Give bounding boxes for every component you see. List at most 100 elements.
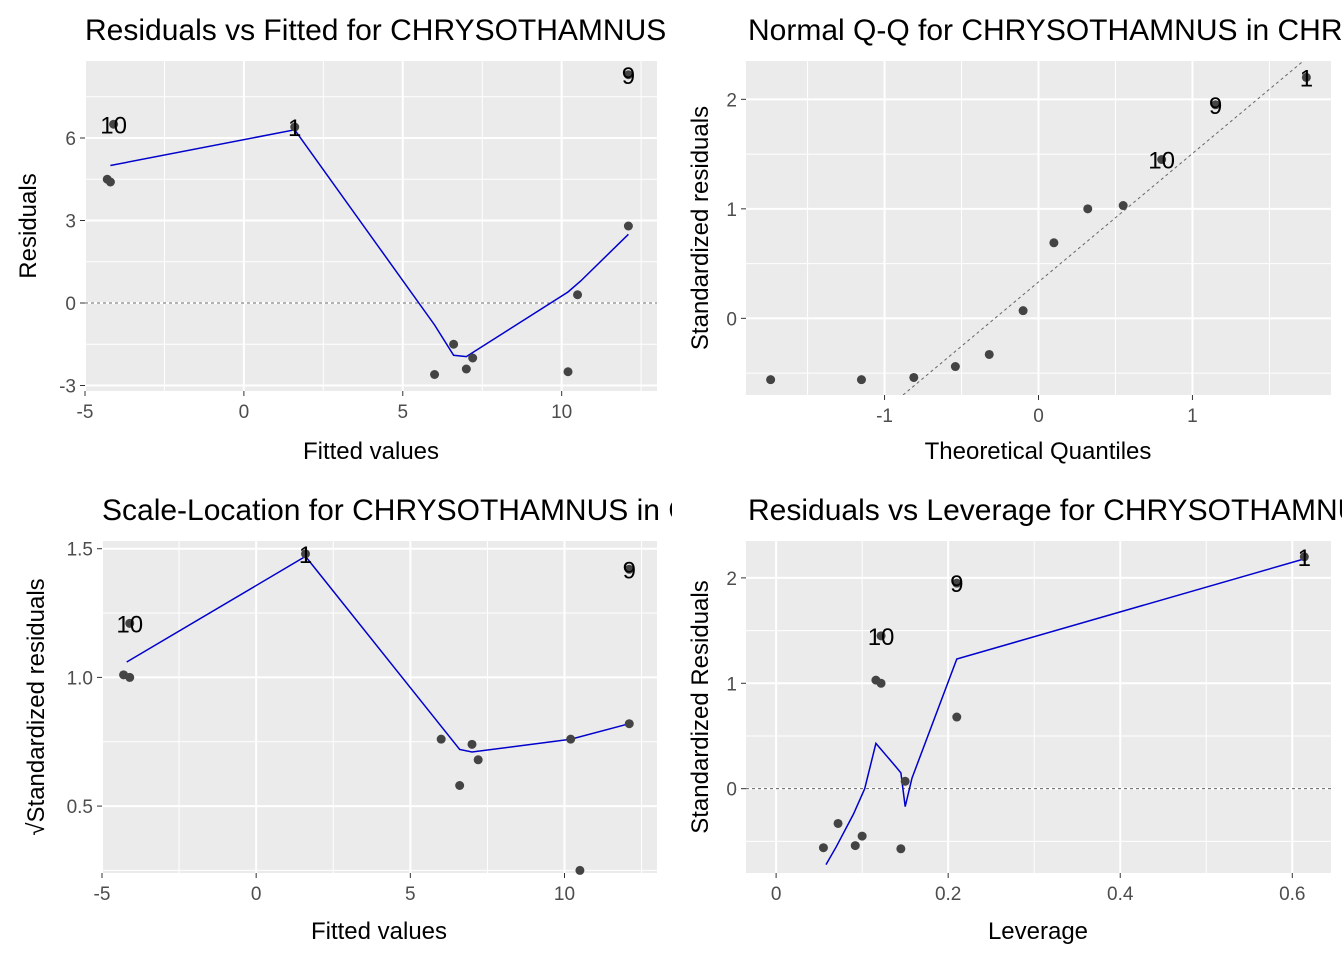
data-point xyxy=(1083,204,1093,214)
data-point xyxy=(1049,238,1059,248)
data-point xyxy=(624,719,634,729)
grid xyxy=(84,61,657,391)
data-point xyxy=(125,672,135,682)
y-tick-label: 1 xyxy=(726,200,737,221)
y-axis-title: Standardized Residuals xyxy=(687,580,714,834)
ticks: 0 0.2 0.4 0.6 0 1 2 xyxy=(726,569,1305,905)
x-tick-label: -5 xyxy=(94,884,111,905)
data-points: 10 9 1 xyxy=(766,65,1313,385)
smooth-line xyxy=(110,128,629,358)
point-label: 9 xyxy=(623,557,636,584)
x-tick-label: 0.4 xyxy=(1107,884,1134,905)
data-point xyxy=(1299,552,1309,562)
data-points: 10 1 9 xyxy=(116,542,636,875)
x-axis-title: Leverage xyxy=(988,918,1088,945)
data-point xyxy=(468,353,478,363)
y-axis-title: Standardized residuals xyxy=(687,106,714,350)
x-tick-label: 10 xyxy=(554,884,575,905)
x-tick-label: 0 xyxy=(771,884,782,905)
data-point xyxy=(1018,306,1028,316)
y-tick-label: -3 xyxy=(59,377,76,398)
data-points: 10 9 1 xyxy=(818,545,1311,854)
plot-title: Residuals vs Fitted for CHRYSOTHAMNUS in… xyxy=(85,14,982,47)
point-label: 9 xyxy=(1209,93,1222,120)
data-point xyxy=(575,865,585,875)
data-point xyxy=(473,755,483,765)
y-tick-label: 6 xyxy=(65,129,76,150)
x-tick-label: -1 xyxy=(876,406,893,427)
y-tick-label: 0 xyxy=(65,294,76,315)
x-tick-label: 5 xyxy=(397,402,408,423)
x-tick-label: 10 xyxy=(551,402,572,423)
x-axis-title: Theoretical Quantiles xyxy=(925,438,1152,465)
data-point xyxy=(105,177,115,187)
data-point xyxy=(573,290,583,300)
smooth-line xyxy=(825,558,1305,865)
point-label: 10 xyxy=(1148,148,1175,175)
y-tick-label: 0 xyxy=(726,780,737,801)
data-point xyxy=(1157,155,1167,165)
x-axis-title: Fitted values xyxy=(311,918,447,945)
panel-background xyxy=(102,541,657,873)
y-tick-label: 1.0 xyxy=(67,668,93,689)
data-point xyxy=(467,739,477,749)
data-point xyxy=(301,549,310,559)
point-label: 10 xyxy=(100,112,127,139)
data-point xyxy=(766,375,776,385)
x-axis-title: Fitted values xyxy=(303,438,439,465)
data-point xyxy=(624,564,634,574)
point-label: 1 xyxy=(1298,545,1311,572)
point-label: 10 xyxy=(116,611,143,638)
ticks: -1 0 10 1 2 xyxy=(726,90,1197,427)
data-point xyxy=(623,70,633,80)
y-tick-label: 0 xyxy=(726,309,737,330)
x-tick-label: -5 xyxy=(77,402,94,423)
data-point xyxy=(455,780,465,790)
panel-background xyxy=(85,61,657,391)
plot-title: Residuals vs Leverage for CHRYSOTHAMNUS … xyxy=(748,494,1344,527)
point-label: 9 xyxy=(950,571,963,598)
data-point xyxy=(909,372,919,382)
point-label: 9 xyxy=(622,63,635,90)
data-point xyxy=(623,221,633,231)
data-point xyxy=(566,734,576,744)
data-point xyxy=(876,678,886,688)
y-axis-title: √Standardized residuals xyxy=(23,578,50,835)
data-point xyxy=(900,776,910,786)
data-point xyxy=(950,362,960,372)
point-label: 1 xyxy=(1300,65,1313,92)
ticks: -5 0 5 10 0.5 1.0 1.5 xyxy=(67,540,575,905)
x-tick-label: 0 xyxy=(251,884,262,905)
data-point xyxy=(290,122,300,132)
ticks: -5 0 5 10 -3 0 3 6 xyxy=(59,129,572,423)
y-tick-label: 1.5 xyxy=(67,540,93,561)
grid xyxy=(746,61,1331,395)
data-point xyxy=(857,831,867,841)
data-point xyxy=(876,631,886,641)
panel-background xyxy=(746,541,1331,873)
data-point xyxy=(850,841,860,851)
y-axis-title: Residuals xyxy=(15,173,42,278)
data-point xyxy=(1211,100,1221,110)
x-tick-label: 0.6 xyxy=(1279,884,1305,905)
data-point xyxy=(1301,72,1311,82)
x-tick-label: 5 xyxy=(405,884,416,905)
x-tick-label: 0 xyxy=(239,402,250,423)
y-tick-label: 2 xyxy=(726,569,737,590)
data-point xyxy=(461,364,471,374)
data-point xyxy=(436,734,446,744)
data-point xyxy=(125,618,135,628)
data-point xyxy=(449,339,459,349)
plot-residuals-vs-leverage: 0 0.2 0.4 0.6 0 1 2 10 9 1 Residuals vs Leverage f… xyxy=(687,494,1344,945)
y-tick-label: 0.5 xyxy=(67,797,93,818)
reference-line xyxy=(902,61,1304,395)
y-tick-label: 2 xyxy=(726,90,737,111)
data-points: 10 1 9 xyxy=(100,63,635,379)
x-tick-label: 0.2 xyxy=(935,884,961,905)
data-point xyxy=(952,712,962,722)
